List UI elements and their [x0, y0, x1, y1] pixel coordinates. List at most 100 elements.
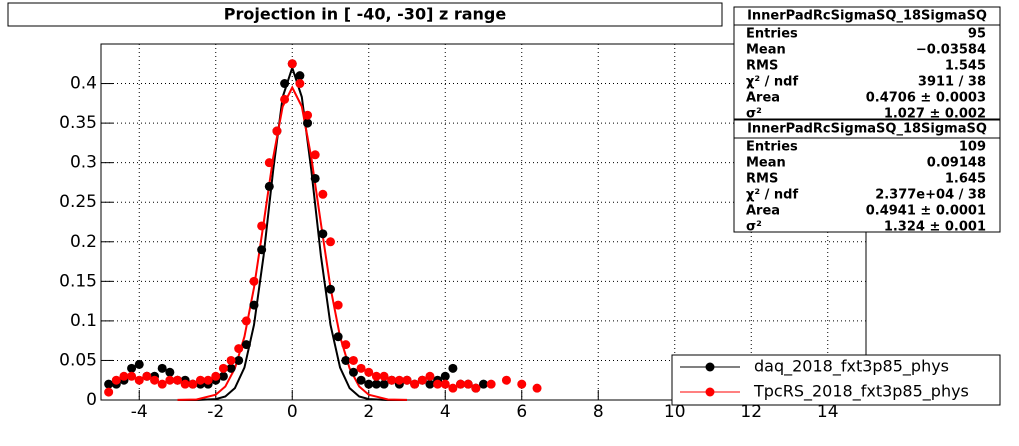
stat-value: 0.4941 ± 0.0001 — [866, 204, 986, 219]
data-point — [195, 375, 205, 385]
data-point — [211, 371, 221, 381]
data-point — [226, 355, 236, 365]
data-point — [295, 71, 305, 81]
data-point — [402, 375, 412, 385]
data-point — [249, 276, 259, 286]
fit-curve — [177, 85, 408, 401]
data-point — [104, 387, 114, 397]
y-tick-label: 0.1 — [70, 311, 97, 331]
stat-value: 0.09148 — [927, 156, 986, 171]
x-tick-label: 10 — [664, 402, 686, 422]
data-point — [310, 150, 320, 160]
x-tick-label: 0 — [287, 402, 298, 422]
stat-label: Area — [746, 204, 780, 219]
data-point — [433, 379, 443, 389]
data-point — [356, 363, 366, 373]
data-point — [226, 363, 236, 373]
x-tick-label: -4 — [131, 402, 148, 422]
data-point — [348, 355, 358, 365]
stat-label: χ² / ndf — [746, 188, 798, 203]
data-point — [371, 379, 381, 389]
data-point — [303, 110, 313, 120]
data-point — [341, 340, 351, 350]
legend-label: daq_2018_fxt3p85_phys — [754, 357, 949, 377]
y-tick-label: 0.35 — [59, 113, 97, 133]
data-point — [280, 94, 290, 104]
data-point — [448, 383, 458, 393]
data-point — [264, 181, 274, 191]
data-point — [241, 340, 251, 350]
data-point — [218, 363, 228, 373]
stat-label: Mean — [746, 156, 786, 171]
data-point — [364, 367, 374, 377]
x-tick-label: 6 — [516, 402, 527, 422]
data-point — [111, 375, 121, 385]
data-point — [165, 375, 175, 385]
data-point — [257, 245, 267, 255]
data-point — [218, 371, 228, 381]
data-point — [417, 375, 427, 385]
y-tick-label: 0.25 — [59, 192, 97, 212]
x-tick-label: 8 — [593, 402, 604, 422]
data-point — [180, 379, 190, 389]
data-point — [379, 379, 389, 389]
y-tick-label: 0 — [86, 390, 97, 410]
stat-value: 2.377e+04 / 38 — [875, 188, 986, 203]
x-tick-label: -2 — [207, 402, 224, 422]
data-point — [318, 229, 328, 239]
data-point — [326, 237, 335, 247]
stat-value: −0.03584 — [916, 43, 986, 58]
stat-value: 1.027 ± 0.002 — [884, 107, 986, 122]
data-point — [134, 359, 144, 369]
stat-value: 1.324 ± 0.001 — [884, 220, 986, 235]
data-point — [379, 371, 389, 381]
data-point — [348, 367, 358, 377]
data-point — [333, 332, 343, 342]
data-point — [119, 371, 129, 381]
stat-value: 109 — [959, 140, 986, 155]
data-point — [257, 221, 267, 231]
data-point — [287, 59, 297, 69]
data-point — [326, 284, 335, 294]
data-point — [165, 367, 175, 377]
data-point — [127, 363, 137, 373]
data-point — [440, 379, 450, 389]
data-point — [440, 371, 450, 381]
data-point — [134, 375, 144, 385]
y-tick-label: 0.15 — [59, 271, 97, 291]
x-tick-label: 2 — [363, 402, 374, 422]
stat-box — [733, 6, 1001, 120]
stat-value: 1.645 — [945, 172, 986, 187]
data-point — [364, 379, 374, 389]
stat-value: 1.545 — [945, 59, 986, 74]
stat-label: σ² — [746, 107, 762, 122]
x-tick-label: 4 — [440, 402, 451, 422]
y-tick-label: 0.05 — [59, 350, 97, 370]
legend-label: TpcRS_2018_fxt3p85_phys — [753, 382, 969, 402]
data-point — [456, 379, 466, 389]
data-point — [532, 383, 542, 393]
y-tick-label: 0.4 — [70, 74, 97, 94]
data-point — [104, 379, 114, 389]
data-point — [394, 375, 404, 385]
stat-label: RMS — [746, 59, 778, 74]
data-point — [425, 371, 435, 381]
data-point — [142, 371, 152, 381]
stat-label: Mean — [746, 43, 786, 58]
data-point — [203, 375, 213, 385]
data-point — [371, 371, 381, 381]
stat-label: χ² / ndf — [746, 75, 798, 90]
stat-title: InnerPadRcSigmaSQ_18SigmaSQ — [747, 122, 987, 137]
data-point — [333, 300, 343, 310]
data-point — [272, 126, 282, 136]
legend-marker — [705, 362, 715, 372]
data-point — [479, 379, 488, 389]
data-point — [173, 375, 182, 385]
stat-label: Area — [746, 91, 780, 106]
stat-title: InnerPadRcSigmaSQ_18SigmaSQ — [747, 9, 987, 24]
data-point — [501, 375, 511, 385]
data-point — [249, 300, 259, 310]
data-point — [234, 355, 244, 365]
